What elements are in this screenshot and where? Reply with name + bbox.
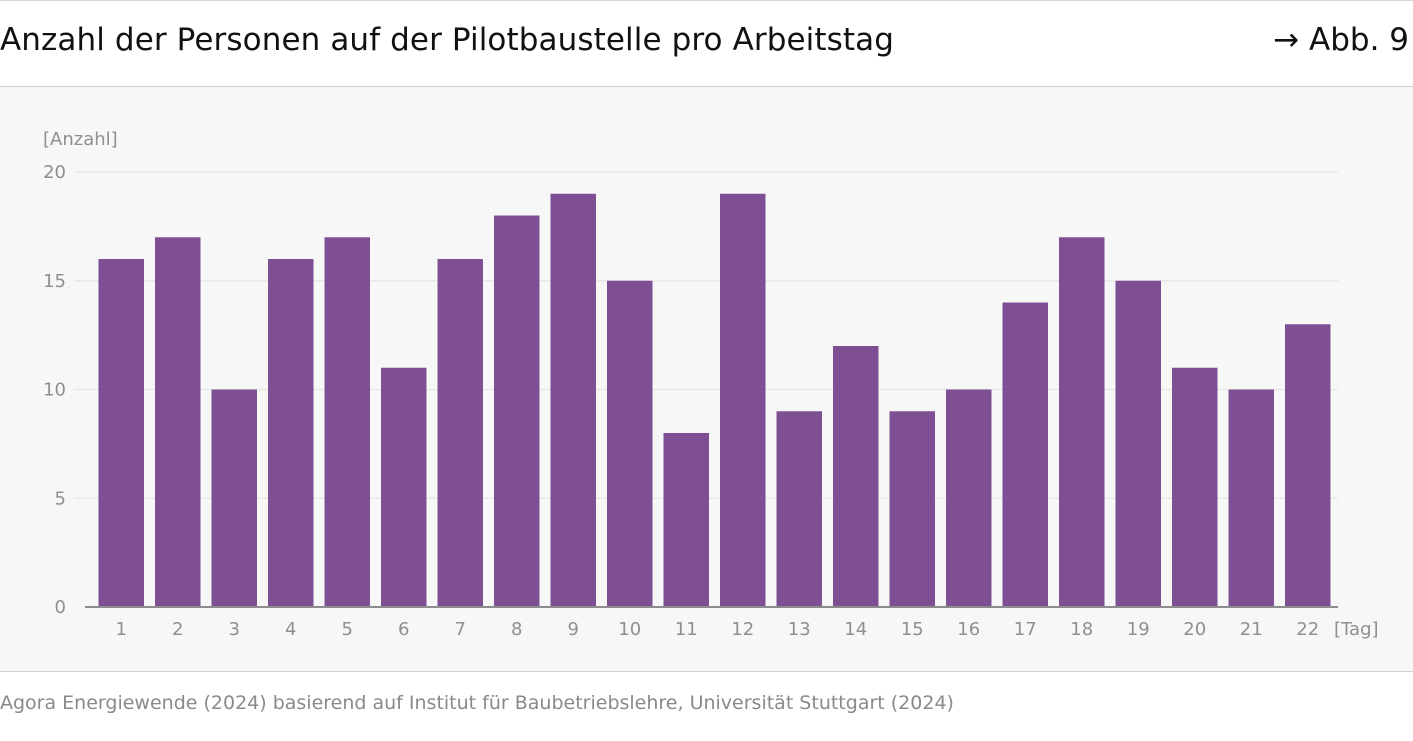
bar-day-20 xyxy=(1172,367,1218,607)
chart-title: Anzahl der Personen auf der Pilotbaustel… xyxy=(0,22,895,58)
bar-day-13 xyxy=(776,411,822,607)
bar-day-22 xyxy=(1285,324,1331,607)
y-tick-label: 20 xyxy=(43,162,66,183)
bar-day-8 xyxy=(494,215,540,607)
chart-area: [Anzahl] 0 5 10 15 20 1 2 3 4 5 6 7 8 9 10 11 12 13 14 15 16 1… xyxy=(0,86,1413,672)
x-tick-label: 18 xyxy=(1070,619,1093,640)
bar-day-21 xyxy=(1228,389,1274,607)
bar-day-1 xyxy=(98,259,144,607)
bars xyxy=(98,193,1331,607)
y-axis-label: [Anzahl] xyxy=(43,129,118,150)
x-tick-label: 20 xyxy=(1183,619,1206,640)
bar-day-7 xyxy=(437,259,483,607)
x-tick-label: 15 xyxy=(901,619,924,640)
y-tick-label: 5 xyxy=(55,488,66,509)
bar-day-5 xyxy=(324,237,370,607)
y-tick-label: 15 xyxy=(43,271,66,292)
x-tick-label: 3 xyxy=(229,619,240,640)
bar-day-3 xyxy=(211,389,257,607)
bar-day-19 xyxy=(1115,280,1161,607)
top-divider xyxy=(0,0,1413,1)
bar-day-6 xyxy=(381,367,427,607)
x-tick-label: 1 xyxy=(116,619,127,640)
x-tick-label: 9 xyxy=(568,619,579,640)
x-tick-label: 6 xyxy=(398,619,409,640)
bar-day-16 xyxy=(946,389,992,607)
x-tick-label: 22 xyxy=(1296,619,1319,640)
bar-day-17 xyxy=(1002,302,1048,607)
x-tick-label: 8 xyxy=(511,619,522,640)
bar-day-4 xyxy=(268,259,314,607)
x-tick-label: 11 xyxy=(675,619,698,640)
x-tick-label: 17 xyxy=(1014,619,1037,640)
x-tick-label: 12 xyxy=(731,619,754,640)
bar-day-12 xyxy=(720,193,766,607)
bar-day-10 xyxy=(607,280,653,607)
x-tick-label: 2 xyxy=(172,619,183,640)
x-axis-label: [Tag] xyxy=(1334,619,1379,640)
y-tick-label: 0 xyxy=(55,597,66,618)
x-tick-label: 10 xyxy=(618,619,641,640)
x-tick-label: 16 xyxy=(957,619,980,640)
source-note: Agora Energiewende (2024) basierend auf … xyxy=(0,692,954,714)
x-tick-label: 19 xyxy=(1127,619,1150,640)
bar-day-15 xyxy=(889,411,935,607)
x-tick-label: 5 xyxy=(342,619,353,640)
bar-day-9 xyxy=(550,193,596,607)
y-tick-label: 10 xyxy=(43,380,66,401)
x-tick-label: 14 xyxy=(844,619,867,640)
bar-day-11 xyxy=(663,433,709,607)
figure-reference: → Abb. 9 xyxy=(1273,22,1409,58)
x-tick-label: 13 xyxy=(788,619,811,640)
bar-day-14 xyxy=(833,346,879,607)
x-tick-label: 7 xyxy=(455,619,466,640)
x-tick-label: 4 xyxy=(285,619,296,640)
bar-day-2 xyxy=(155,237,201,607)
x-tick-label: 21 xyxy=(1240,619,1263,640)
bar-day-18 xyxy=(1059,237,1105,607)
